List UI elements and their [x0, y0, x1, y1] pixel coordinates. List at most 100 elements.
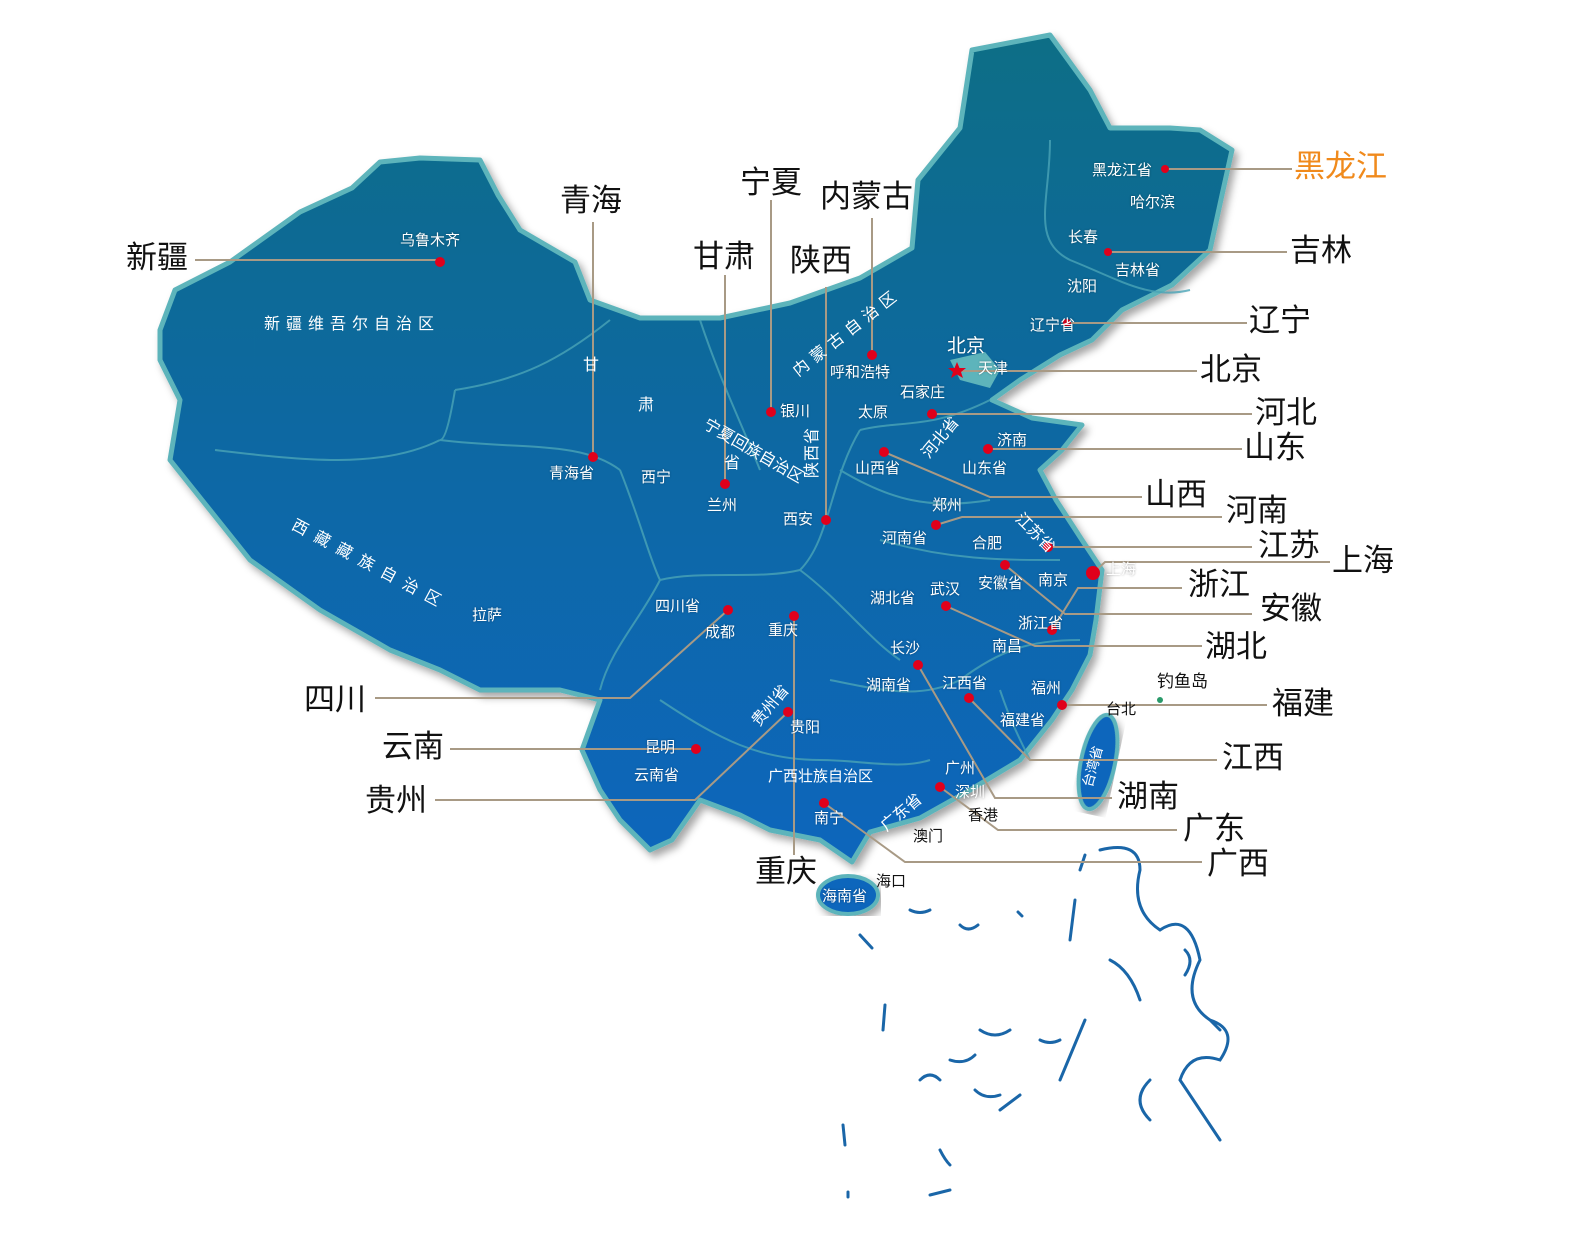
callout-shandong: 山东: [1244, 430, 1306, 466]
label-yinchuan: 银川: [780, 402, 811, 420]
callout-hubei: 湖北: [1205, 629, 1267, 665]
capital-star-icon: [948, 362, 966, 378]
label-haikou: 海口: [876, 872, 907, 890]
leader-jiangxi: [968, 697, 1217, 761]
callout-fujian: 福建: [1272, 686, 1334, 722]
region-gansu-2: 肃: [638, 395, 661, 414]
label-urumqi: 乌鲁木齐: [400, 231, 461, 249]
region-xinjiang: 新疆维吾尔自治区: [264, 314, 441, 333]
callout-yunnan: 云南: [382, 729, 444, 765]
callout-hebei: 河北: [1255, 395, 1317, 431]
label-fujian-prov: 福建省: [1000, 711, 1046, 729]
callout-neimenggu: 内蒙古: [820, 179, 913, 215]
leader-zhejiang: [1051, 587, 1182, 631]
callout-beijing: 北京: [1200, 352, 1262, 388]
label-hainan-prov: 海南省: [822, 887, 868, 905]
callout-guizhou: 贵州: [365, 783, 427, 819]
label-shanxi-prov: 山西省: [855, 459, 901, 477]
callout-heilongjiang: 黑龙江: [1294, 149, 1387, 185]
callout-liaoning: 辽宁: [1249, 303, 1311, 339]
leader-sichuan: [375, 609, 729, 699]
label-chongqing: 重庆: [768, 621, 799, 639]
callout-shanghai: 上海: [1332, 543, 1394, 579]
region-guangxi: 广西壮族自治区: [768, 767, 874, 785]
label-hefei: 合肥: [972, 534, 1003, 552]
label-shenzhen: 深圳: [955, 783, 986, 801]
label-liaoning-prov: 辽宁省: [1030, 316, 1076, 334]
label-taiyuan: 太原: [858, 403, 889, 421]
label-nanjing: 南京: [1038, 571, 1069, 589]
leader-henan: [935, 516, 1222, 526]
label-kunming: 昆明: [645, 738, 676, 756]
label-changchun: 长春: [1068, 228, 1099, 246]
region-shaanxi: 陕西省: [802, 426, 821, 478]
label-hohhot: 呼和浩特: [830, 363, 891, 381]
south-sea-islands: [841, 846, 1230, 1199]
label-shandong-prov: 山东省: [962, 459, 1008, 477]
label-tianjin: 天津: [978, 359, 1009, 377]
taiwan-shape: [1076, 712, 1120, 812]
label-zhengzhou: 郑州: [932, 496, 963, 514]
label-macau: 澳门: [913, 827, 944, 845]
label-qinghai-prov: 青海省: [549, 464, 595, 482]
label-hunan-prov: 湖南省: [866, 676, 912, 694]
label-hubei-prov: 湖北省: [870, 589, 916, 607]
label-lanzhou: 兰州: [707, 496, 738, 514]
callout-guangxi: 广西: [1207, 846, 1269, 882]
label-wuhan: 武汉: [930, 580, 961, 598]
callout-jilin: 吉林: [1290, 233, 1352, 269]
callout-xinjiang: 新疆: [126, 240, 188, 276]
label-hongkong: 香港: [968, 806, 999, 824]
callout-shanxi: 山西: [1145, 477, 1207, 513]
label-fuzhou: 福州: [1031, 679, 1062, 697]
label-nanning: 南宁: [814, 809, 845, 827]
leader-guangdong: [939, 786, 1177, 831]
label-guiyang: 贵阳: [790, 718, 821, 736]
hainan-shape: [816, 874, 880, 916]
label-changsha: 长沙: [890, 639, 921, 657]
leader-lines: [195, 168, 1330, 863]
label-anhui-prov: 安徽省: [978, 574, 1024, 592]
callout-jiangxi: 江西: [1222, 740, 1284, 776]
label-diaoyu: 钓鱼岛: [1157, 672, 1208, 692]
label-jilin-prov: 吉林省: [1115, 261, 1161, 279]
callout-anhui: 安徽: [1260, 591, 1322, 627]
callout-zhejiang: 浙江: [1188, 567, 1250, 603]
label-nanchang: 南昌: [992, 637, 1023, 655]
label-shanghai: 上海: [1106, 560, 1137, 578]
callout-jiangsu: 江苏: [1258, 528, 1320, 564]
capital-dots: [435, 165, 1169, 808]
callout-guangdong: 广东: [1183, 811, 1245, 847]
callout-chongqing: 重庆: [755, 854, 817, 890]
label-chengdu: 成都: [705, 623, 736, 641]
province-borders: [214, 139, 1191, 766]
callout-sichuan: 四川: [304, 682, 366, 718]
label-guangzhou: 广州: [945, 759, 976, 777]
callout-ningxia: 宁夏: [740, 165, 802, 201]
leader-hunan: [917, 664, 1112, 799]
callout-hunan: 湖南: [1117, 779, 1179, 815]
label-xining: 西宁: [641, 468, 672, 486]
mainland-shape: [157, 32, 1235, 865]
label-heilongjiang-prov: 黑龙江省: [1092, 161, 1153, 179]
leader-guizhou: [435, 711, 789, 801]
label-jiangxi-prov: 江西省: [942, 674, 988, 692]
leader-guangxi: [823, 802, 1202, 863]
callout-shaanxi: 陕西: [790, 243, 852, 279]
leader-anhui: [1004, 564, 1252, 615]
label-henan-prov: 河南省: [882, 529, 928, 547]
label-lhasa: 拉萨: [472, 606, 503, 624]
label-shijiazhuang: 石家庄: [900, 383, 946, 401]
leader-shanxi: [883, 451, 1142, 498]
label-jinan: 济南: [997, 431, 1028, 449]
label-yunnan-prov: 云南省: [634, 766, 680, 784]
region-gansu-3: 省: [724, 453, 747, 472]
label-sichuan-prov: 四川省: [655, 597, 701, 615]
label-shenyang: 沈阳: [1067, 277, 1098, 295]
callout-qinghai: 青海: [560, 183, 622, 219]
label-xian: 西安: [783, 510, 814, 528]
label-beijing: 北京: [947, 335, 986, 357]
callout-henan: 河南: [1226, 493, 1288, 529]
label-zhejiang-prov: 浙江省: [1018, 614, 1064, 632]
